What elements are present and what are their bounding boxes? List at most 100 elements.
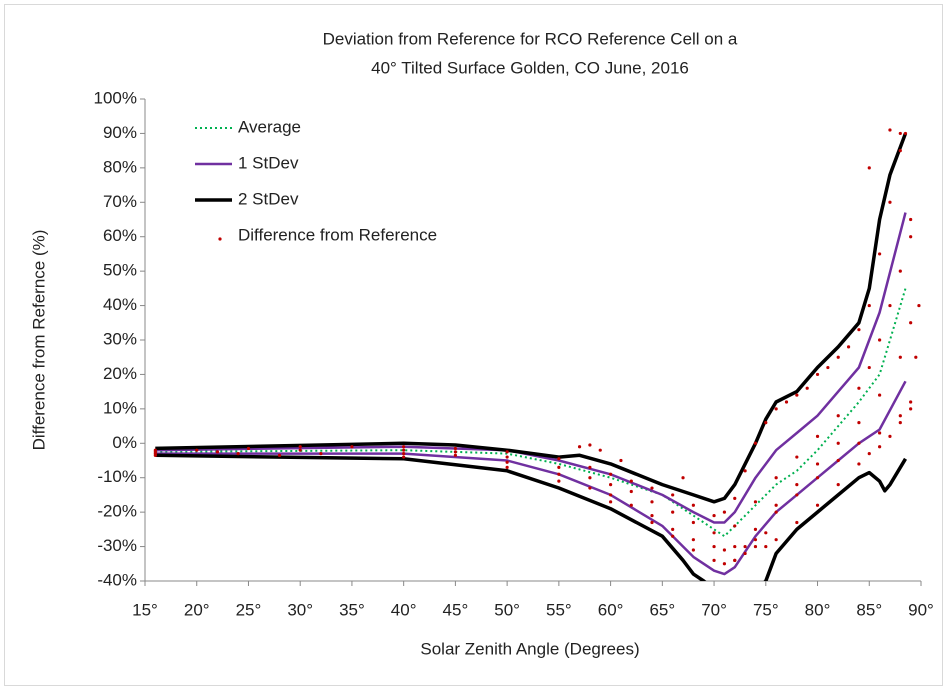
scatter-point [453, 446, 457, 451]
scatter-point [805, 386, 809, 390]
scatter-point [898, 355, 902, 359]
scatter-point [609, 483, 613, 487]
scatter-point [898, 131, 902, 136]
scatter-point [888, 434, 892, 438]
legend-marker [218, 237, 222, 241]
scatter-point [609, 500, 613, 504]
y-tick-label: 90% [103, 123, 137, 142]
scatter-point [712, 544, 716, 549]
scatter-point [774, 503, 778, 507]
scatter-point [836, 355, 840, 359]
scatter-point [629, 479, 633, 483]
scatter-point [774, 476, 778, 480]
series-line [155, 453, 908, 581]
x-tick-label: 15° [132, 600, 158, 619]
scatter-point [888, 128, 892, 132]
scatter-point [898, 421, 902, 425]
x-tick-label: 60° [598, 600, 624, 619]
scatter-point [774, 538, 778, 542]
scatter-point [909, 407, 913, 411]
x-tick-label: 75° [753, 600, 779, 619]
scatter-point [453, 453, 457, 457]
x-tick-label: 25° [236, 600, 262, 619]
scatter-point [505, 465, 509, 469]
x-tick-label: 65° [649, 600, 675, 619]
y-tick-label: 40% [103, 295, 137, 314]
scatter-point [619, 458, 623, 463]
scatter-point [795, 493, 799, 497]
x-tick-label: 90° [908, 600, 934, 619]
scatter-point [557, 472, 561, 476]
series-line [155, 380, 907, 576]
scatter-point [867, 452, 871, 456]
scatter-point [609, 493, 613, 497]
scatter-point [733, 558, 737, 562]
scatter-point [402, 445, 406, 449]
legend-label: 2 StDev [238, 189, 299, 208]
scatter-point [691, 503, 695, 507]
scatter-point [609, 472, 613, 476]
scatter-point [795, 393, 799, 397]
scatter-point [764, 421, 768, 425]
scatter-point [350, 445, 354, 449]
scatter-point [836, 483, 840, 487]
scatter-point [298, 445, 302, 449]
scatter-point [650, 520, 654, 525]
scatter-point [898, 149, 902, 153]
scatter-point [671, 534, 675, 538]
scatter-point [867, 166, 871, 170]
scatter-point [598, 448, 602, 452]
scatter-point [774, 407, 778, 411]
y-tick-label: 20% [103, 364, 137, 383]
scatter-point [753, 544, 758, 549]
y-tick-label: 50% [103, 261, 137, 280]
x-tick-label: 50° [494, 600, 520, 619]
scatter-point [857, 386, 861, 390]
x-tick-label: 20° [184, 600, 210, 619]
scatter-point [402, 452, 406, 456]
scatter-point [815, 372, 820, 377]
legend-label: 1 StDev [238, 153, 299, 172]
scatter-point [898, 269, 902, 273]
y-tick-label: 70% [103, 192, 137, 211]
scatter-point [557, 457, 561, 461]
scatter-point [774, 510, 778, 514]
x-tick-label: 80° [805, 600, 831, 619]
scatter-point [753, 500, 758, 504]
scatter-point [629, 503, 633, 507]
x-tick-label: 70° [701, 600, 727, 619]
scatter-point [650, 486, 654, 490]
scatter-point [909, 235, 913, 239]
scatter-point [557, 465, 561, 469]
scatter-point [795, 483, 799, 487]
scatter-point [577, 445, 582, 449]
x-tick-label: 85° [856, 600, 882, 619]
scatter-point [505, 455, 509, 459]
y-tick-label: -20% [97, 502, 137, 521]
scatter-point [153, 453, 157, 457]
series-line [155, 132, 908, 504]
scatter-point [743, 469, 747, 473]
scatter-point [588, 486, 592, 490]
scatter-point [277, 453, 282, 457]
scatter-point [903, 131, 908, 136]
scatter-point [195, 448, 199, 452]
scatter-point [505, 450, 509, 454]
scatter-point [650, 513, 654, 518]
scatter-point [671, 493, 675, 497]
scatter-point [815, 462, 820, 466]
y-tick-label: 30% [103, 329, 137, 348]
scatter-point [733, 524, 737, 528]
scatter-point [857, 328, 861, 332]
series-line [155, 212, 907, 524]
scatter-point [691, 548, 695, 552]
scatter-point [836, 441, 840, 445]
scatter-point [733, 544, 737, 549]
scatter-point [909, 217, 913, 222]
scatter-point [909, 400, 913, 404]
scatter-point [914, 355, 918, 359]
chart-title: Deviation from Reference for RCO Referen… [323, 29, 738, 48]
scatter-point [826, 365, 830, 370]
scatter-point [878, 252, 882, 256]
